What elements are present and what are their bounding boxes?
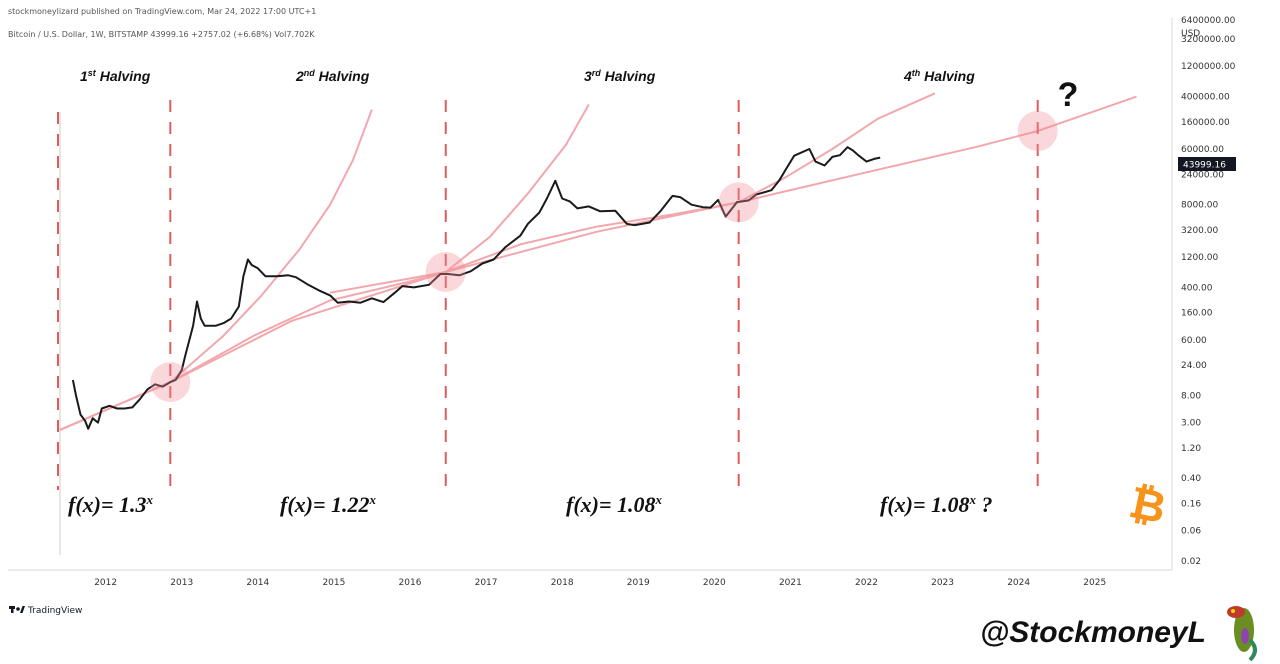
y-tick-label: 24000.00: [1181, 170, 1224, 180]
regression-curves: [59, 92, 1137, 431]
halving-circle: [425, 251, 466, 292]
formula-labels: f(x)= 1.3x f(x)= 1.22x f(x)= 1.08x f(x)= 1.…: [68, 492, 993, 517]
x-tick-label: 2025: [1083, 578, 1106, 588]
halving-titles: 1st Halving 2nd Halving 3rd Halving 4th Hal…: [80, 68, 975, 84]
regression-curve: [329, 92, 936, 294]
x-tick-label: 2022: [855, 578, 878, 588]
y-tick-label: 0.02: [1181, 557, 1201, 567]
halving-circle: [718, 182, 759, 223]
x-tick-label: 2018: [551, 578, 574, 588]
x-tick-label: 2024: [1007, 578, 1030, 588]
y-tick-label: 60.00: [1181, 336, 1207, 346]
halving-title: 2nd Halving: [295, 68, 370, 84]
tradingview-logo[interactable]: TradingView: [9, 606, 82, 616]
time-axis[interactable]: 2012 2013 2014 2015 2016 2017 2018 2019 2020 2021…: [94, 578, 1106, 588]
halving-highlight-circles: [150, 111, 1058, 403]
formula-label: f(x)= 1.08x: [566, 492, 663, 517]
y-tick-label: 1.20: [1181, 444, 1201, 454]
x-tick-label: 2019: [627, 578, 650, 588]
halving-circle: [1017, 111, 1058, 152]
y-tick-label: 400000.00: [1181, 93, 1230, 103]
currency-label: USD: [1181, 29, 1200, 39]
bitcoin-icon: ₿: [1125, 477, 1171, 534]
x-tick-label: 2013: [170, 578, 193, 588]
y-tick-label: 8.00: [1181, 391, 1201, 401]
y-tick-label: 1200.00: [1181, 253, 1218, 263]
price-line: [71, 146, 881, 430]
y-tick-label: 8000.00: [1181, 201, 1218, 211]
regression-curve: [59, 95, 1137, 431]
price-series: [71, 146, 881, 430]
y-tick-label: 6400000.00: [1181, 16, 1236, 26]
x-tick-label: 2014: [246, 578, 269, 588]
y-tick-label: 3.00: [1181, 419, 1201, 429]
last-price-badge: 43999.16: [1178, 157, 1236, 171]
x-tick-label: 2023: [931, 578, 954, 588]
published-line: stockmoneylizard published on TradingVie…: [8, 7, 316, 16]
y-tick-label: 160.00: [1181, 309, 1213, 319]
x-tick-label: 2020: [703, 578, 726, 588]
halving-title: 4th Halving: [903, 68, 975, 84]
legend-line: Bitcoin / U.S. Dollar, 1W, BITSTAMP 4399…: [8, 30, 315, 39]
y-tick-label: 3200000.00: [1181, 35, 1236, 45]
formula-label: f(x)= 1.3x: [68, 492, 154, 517]
x-tick-label: 2015: [322, 578, 345, 588]
y-tick-label: 0.16: [1181, 500, 1201, 510]
last-price-text: 43999.16: [1183, 161, 1226, 171]
y-tick-label: 400.00: [1181, 283, 1213, 293]
halving-question-mark: ?: [1058, 76, 1079, 114]
lizard-icon: [1227, 606, 1257, 662]
halving-title: 3rd Halving: [584, 68, 656, 84]
y-tick-label: 3200.00: [1181, 226, 1218, 236]
y-tick-label: 160000.00: [1181, 118, 1230, 128]
regression-curve: [59, 104, 590, 431]
y-tick-label: 1200000.00: [1181, 62, 1236, 72]
y-tick-label: 24.00: [1181, 361, 1207, 371]
author-handle: @StockmoneyL: [980, 616, 1206, 649]
y-tick-label: 60000.00: [1181, 145, 1224, 155]
x-tick-label: 2012: [94, 578, 117, 588]
halving-circle: [150, 362, 191, 403]
x-tick-label: 2016: [399, 578, 422, 588]
x-tick-label: 2021: [779, 578, 802, 588]
price-axis[interactable]: 6400000.00 3200000.00 1200000.00 400000.00 1…: [1181, 16, 1236, 567]
svg-text:₿: ₿: [1125, 477, 1171, 534]
halving-lines: ?: [57, 76, 1079, 490]
x-tick-label: 2017: [475, 578, 498, 588]
tradingview-text: TradingView: [27, 606, 82, 616]
halving-title: 1st Halving: [80, 68, 151, 84]
formula-label: f(x)= 1.22x: [280, 492, 377, 517]
regression-curve: [59, 109, 373, 431]
formula-label: f(x)= 1.08x ?: [880, 492, 993, 517]
y-tick-label: 0.06: [1181, 527, 1201, 537]
y-tick-label: 0.40: [1181, 474, 1201, 484]
tradingview-icon: [9, 606, 25, 613]
